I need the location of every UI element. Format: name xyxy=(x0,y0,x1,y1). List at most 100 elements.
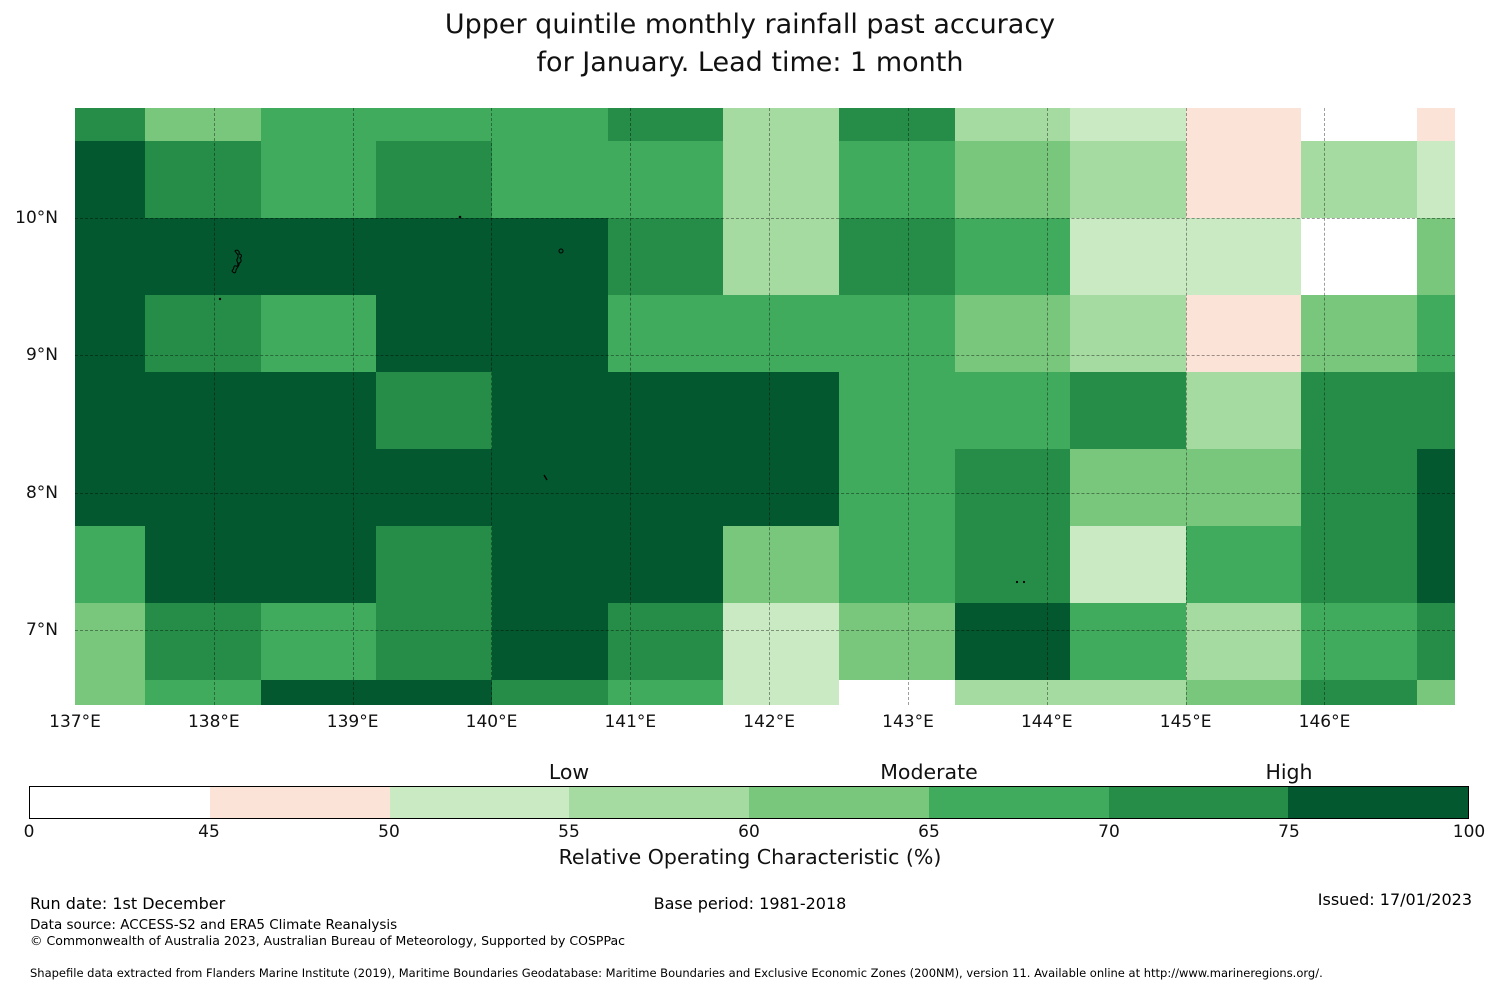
heatmap-cell xyxy=(954,108,1071,142)
heatmap-cell xyxy=(1417,140,1456,219)
heatmap-cell xyxy=(607,525,724,604)
heatmap-cell xyxy=(260,140,377,219)
gridline-latitude xyxy=(75,217,1455,219)
colorbar-segment xyxy=(749,787,929,818)
heatmap-cell xyxy=(75,294,146,373)
heatmap-cell xyxy=(1070,140,1187,219)
colorbar-tick-label: 0 xyxy=(23,822,35,842)
heatmap-cell xyxy=(144,140,262,219)
heatmap-cell xyxy=(607,371,724,450)
heatmap-cell xyxy=(376,680,493,706)
heatmap-cell xyxy=(954,140,1071,219)
heatmap-cell xyxy=(723,140,840,219)
heatmap-cell xyxy=(376,525,493,604)
heatmap-cell xyxy=(1417,603,1456,681)
heatmap-cell xyxy=(954,217,1071,296)
gridline-longitude xyxy=(352,108,354,705)
heatmap-cell xyxy=(1185,108,1302,142)
heatmap-cell xyxy=(838,108,955,142)
gridline-latitude xyxy=(75,492,1455,494)
data-source-text: Data source: ACCESS-S2 and ERA5 Climate … xyxy=(30,917,398,933)
heatmap-cell xyxy=(75,371,146,450)
heatmap-cell xyxy=(838,294,955,373)
heatmap-cell xyxy=(1185,140,1302,219)
colorbar xyxy=(29,786,1469,819)
x-tick-label: 144°E xyxy=(1020,712,1073,732)
heatmap-cell xyxy=(1070,603,1187,681)
x-tick-label: 146°E xyxy=(1298,712,1351,732)
heatmap-cell xyxy=(1417,108,1456,142)
heatmap-cell xyxy=(75,448,146,527)
heatmap-cell xyxy=(607,217,724,296)
heatmap-cell xyxy=(260,108,377,142)
heatmap-cell xyxy=(1301,371,1418,450)
heatmap-cell xyxy=(1070,448,1187,527)
heatmap-cell xyxy=(838,217,955,296)
heatmap-cell xyxy=(607,140,724,219)
x-tick-label: 141°E xyxy=(604,712,657,732)
heatmap-cell xyxy=(1070,371,1187,450)
heatmap-cell xyxy=(838,525,955,604)
heatmap-cell xyxy=(1185,448,1302,527)
shapefile-note-text: Shapefile data extracted from Flanders M… xyxy=(30,966,1323,980)
colorbar-tick-label: 45 xyxy=(198,822,220,842)
heatmap-cell xyxy=(144,294,262,373)
heatmap-cell xyxy=(75,525,146,604)
heatmap-cell xyxy=(838,140,955,219)
heatmap-cell xyxy=(1301,294,1418,373)
gridline-longitude xyxy=(213,108,215,705)
heatmap-plot-area xyxy=(75,108,1456,706)
heatmap-cell xyxy=(491,603,609,681)
colorbar-category-label: Low xyxy=(548,760,590,784)
heatmap-cell xyxy=(954,448,1071,527)
heatmap-cell xyxy=(1185,603,1302,681)
heatmap-cell xyxy=(376,140,493,219)
heatmap-cell xyxy=(838,371,955,450)
x-tick-label: 145°E xyxy=(1159,712,1212,732)
heatmap-cell xyxy=(1070,680,1187,706)
x-tick-label: 140°E xyxy=(465,712,518,732)
heatmap-cell xyxy=(491,371,609,450)
heatmap-cell xyxy=(376,108,493,142)
heatmap-cell xyxy=(75,680,146,706)
heatmap-cell xyxy=(1417,371,1456,450)
heatmap-cell xyxy=(607,603,724,681)
gridline-longitude xyxy=(1185,108,1187,705)
x-tick-label: 142°E xyxy=(743,712,796,732)
gridline-longitude xyxy=(491,108,493,705)
gridline-longitude xyxy=(1324,108,1326,705)
heatmap-cell xyxy=(954,525,1071,604)
chart-title-line1: Upper quintile monthly rainfall past acc… xyxy=(444,9,1056,40)
x-tick-label: 143°E xyxy=(882,712,934,732)
colorbar-segment xyxy=(389,787,570,818)
y-tick-label: 10°N xyxy=(15,207,58,228)
heatmap-cell xyxy=(1301,603,1418,681)
heatmap-cell xyxy=(1417,294,1456,373)
heatmap-cell xyxy=(260,680,377,706)
colorbar-segment xyxy=(1108,787,1289,818)
base-period-text: Base period: 1981-2018 xyxy=(653,894,847,913)
colorbar-tick-label: 70 xyxy=(1098,822,1120,842)
heatmap-cell xyxy=(607,448,724,527)
heatmap-cell xyxy=(491,680,609,706)
heatmap-cell xyxy=(491,525,609,604)
colorbar-segment xyxy=(569,787,749,818)
gridline-longitude xyxy=(630,108,632,705)
x-tick-label: 139°E xyxy=(326,712,379,732)
heatmap-cell xyxy=(838,603,955,681)
heatmap-cell xyxy=(954,294,1071,373)
heatmap-cell xyxy=(723,603,840,681)
heatmap-cell xyxy=(144,371,262,450)
heatmap-cell xyxy=(1301,140,1418,219)
heatmap-cell xyxy=(1185,371,1302,450)
heatmap-cell xyxy=(376,371,493,450)
heatmap-cell xyxy=(1301,525,1418,604)
heatmap-cell xyxy=(1417,525,1456,604)
colorbar-tick-label: 55 xyxy=(558,822,580,842)
heatmap-cell xyxy=(260,371,377,450)
heatmap-cell xyxy=(491,108,609,142)
heatmap-cell xyxy=(144,448,262,527)
y-tick-label: 8°N xyxy=(25,482,58,503)
heatmap-cell xyxy=(144,217,262,296)
